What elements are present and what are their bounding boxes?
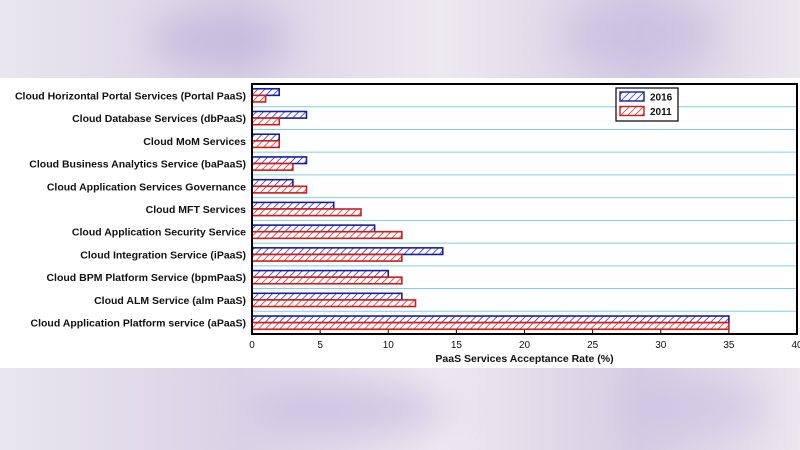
category-label: Cloud Horizontal Portal Services (Portal… (15, 90, 246, 102)
background-blob (620, 380, 770, 435)
bar-2016 (251, 247, 444, 256)
bar-2016 (251, 178, 294, 188)
x-tick-label: 20 (519, 340, 531, 351)
x-axis-title: PaaS Services Acceptance Rate (%) (435, 353, 613, 365)
x-tick-label: 5 (317, 340, 323, 351)
bar-2016 (251, 315, 730, 324)
category-label: Cloud Business Analytics Service (baPaaS… (29, 159, 246, 171)
legend-swatch-2016 (619, 91, 645, 102)
x-tick-label: 10 (383, 340, 395, 351)
category-label: Cloud MFT Services (146, 204, 247, 216)
x-tick-label: 25 (587, 340, 599, 351)
bar-2011 (251, 140, 281, 149)
category-labels: Cloud Horizontal Portal Services (Portal… (15, 90, 246, 329)
x-tick-label: 15 (451, 340, 463, 351)
category-label: Cloud Application Security Service (72, 227, 246, 239)
bar-2011 (251, 276, 403, 285)
x-tick-label: 40 (791, 340, 800, 351)
bar-2011 (251, 230, 403, 240)
bar-2011 (251, 253, 403, 262)
background-blob (250, 385, 450, 435)
x-tick-label: 30 (655, 340, 667, 351)
category-label: Cloud BPM Platform Service (bpmPaaS) (46, 272, 246, 284)
category-label: Cloud ALM Service (alm PaaS) (94, 295, 246, 307)
bar-2016 (251, 156, 308, 165)
bar-2016 (251, 269, 390, 278)
bar-2016 (251, 201, 335, 210)
bar-2011 (251, 94, 267, 103)
legend-label: 2016 (650, 93, 673, 104)
bar-2016 (251, 110, 308, 119)
legend: 2016 2011 (615, 87, 679, 122)
grid-lines (252, 106, 797, 312)
category-label: Cloud MoM Services (143, 136, 246, 148)
bar-2011 (251, 117, 281, 126)
legend-swatch-2011 (619, 105, 645, 117)
bar-2011 (251, 185, 308, 194)
bar-2011 (251, 321, 730, 331)
x-tick-label: 35 (723, 340, 735, 351)
x-axis-ticks: 0 5 10 15 20 25 30 35 40 (249, 330, 800, 351)
x-tick-label: 0 (249, 340, 255, 351)
category-label: Cloud Integration Service (iPaaS) (80, 249, 246, 261)
bar-2011 (251, 299, 417, 308)
background-blob (150, 10, 290, 70)
bar-2011 (251, 208, 362, 217)
category-label: Cloud Application Platform service (aPaa… (31, 318, 247, 330)
bar-2011 (251, 162, 294, 171)
legend-label: 2011 (650, 107, 672, 118)
bar-2016 (251, 292, 403, 301)
background-blob (560, 0, 720, 70)
category-label: Cloud Application Services Governance (47, 181, 246, 193)
bars (251, 87, 730, 331)
bar-2016 (251, 224, 376, 233)
bar-2016 (251, 133, 281, 142)
bar-2016 (251, 87, 281, 97)
category-label: Cloud Database Services (dbPaaS) (72, 113, 246, 125)
